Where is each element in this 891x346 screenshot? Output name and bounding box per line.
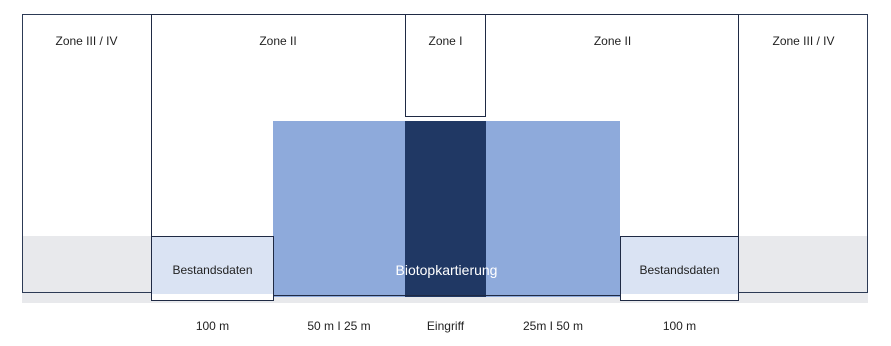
intervention-area: [405, 121, 486, 297]
zone-i-frame: [405, 14, 486, 117]
zone-outer-left-label: Zone III / IV: [55, 34, 118, 48]
bestand-box-left: [151, 236, 274, 298]
zone-right-label: Zone II: [593, 34, 632, 48]
biotop-label: Biotopkartierung: [395, 262, 498, 278]
bestand-label-right: Bestandsdaten: [639, 263, 720, 277]
distance-label-right-inner: 25m I 50 m: [522, 319, 584, 333]
distance-label-left-inner: 50 m I 25 m: [307, 319, 371, 333]
bestand-box-right: [620, 236, 739, 298]
distance-label-left-outer: 100 m: [195, 319, 230, 333]
zone-center-label: Zone I: [428, 34, 463, 48]
bestand-bar-right: [620, 294, 739, 301]
zone-outer-right-label: Zone III / IV: [772, 34, 835, 48]
bestand-bar-left: [151, 294, 274, 301]
zone-left-label: Zone II: [259, 34, 297, 48]
bestand-label-left: Bestandsdaten: [172, 263, 253, 277]
distance-label-right-outer: 100 m: [662, 319, 697, 333]
distance-label-center: Eingriff: [426, 319, 465, 333]
